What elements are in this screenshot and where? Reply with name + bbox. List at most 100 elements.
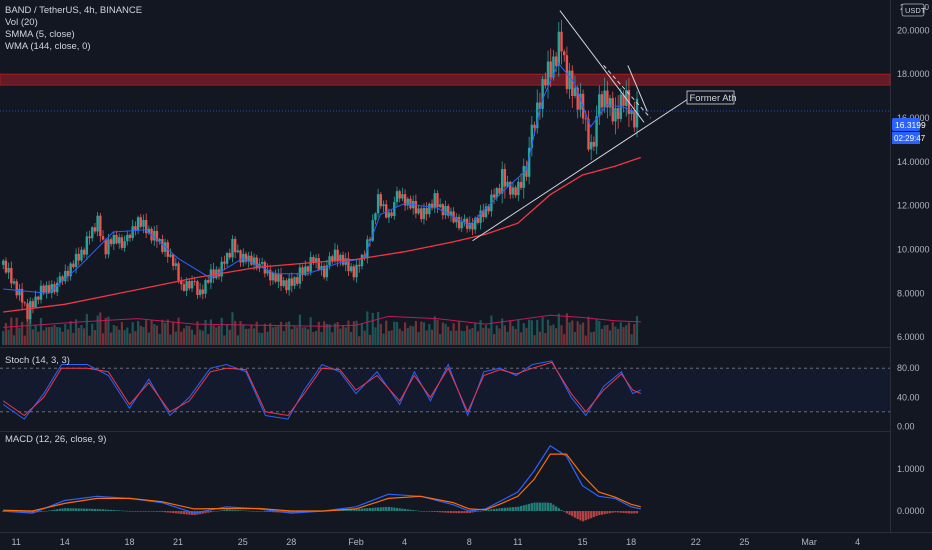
candle-body [608,98,612,108]
annotation-box[interactable] [686,90,735,105]
currency-badge[interactable] [901,3,925,17]
indicator-volume[interactable]: Vol (20) [5,17,38,28]
volume-bar [166,319,169,345]
macd-panel-label[interactable]: MACD (12, 26, close, 9) [5,434,107,445]
volume-bar [608,330,612,345]
macd-histogram-bar [347,509,350,512]
volume-bar [533,335,536,345]
candle-body [99,215,102,237]
volume-bar [390,330,393,345]
volume-bar [339,328,342,345]
candle-body [212,269,215,279]
volume-bar [74,319,78,345]
macd-histogram-bar [587,511,590,520]
macd-histogram-bar [298,511,302,513]
candle-body [517,181,520,196]
macd-histogram-bar [209,511,213,513]
macd-histogram-bar [592,511,595,518]
candle-body [225,253,229,264]
candle-body [285,280,288,291]
macd-histogram-bar [603,511,606,515]
candle-body [533,124,536,129]
time-axis[interactable]: 11 14 18 21 25 28 Feb 4 8 11 15 18 22 25 Mar 4 [12,537,861,547]
indicator-smma[interactable]: SMMA (5, close) [5,29,75,40]
macd-histogram-bar [110,509,113,512]
volume-bar [471,327,474,345]
volume-bar [325,323,328,345]
volume-bar [45,327,48,345]
volume-bar [101,333,105,345]
volume-bar [487,328,490,345]
candle-body [503,169,507,187]
volume-bar [282,331,285,345]
macd-histogram-bar [401,508,404,512]
macd-histogram-bar [139,511,142,512]
macd-histogram-bar [290,511,293,514]
macd-histogram-bar [533,502,536,512]
macd-histogram-bar [522,505,525,512]
macd-histogram-bar [590,511,593,519]
macd-histogram-bar [579,511,582,521]
volume-bar [463,331,466,345]
countdown-value: 02:29:47 [894,134,926,143]
macd-histogram-bar [403,508,407,512]
macd-histogram-bar [201,511,204,514]
volume-bar [385,320,388,345]
candle-body [314,258,318,263]
macd-histogram-bar [514,506,517,512]
volume-bar [536,319,539,345]
symbol-title[interactable]: BAND / TetherUS, 4h, BINANCE [5,5,143,16]
volume-bar [47,327,51,345]
macd-histogram-bar [492,509,496,512]
volume-bar [266,331,269,345]
macd-histogram-bar [91,508,94,512]
macd-histogram-bar [145,511,148,512]
price-axis[interactable]: 20.000018.000016.000014.000012.000010.00… [897,25,930,516]
volume-bar [457,321,461,345]
macd-histogram-bar [296,511,299,513]
volume-bar [174,331,177,345]
candle-body [271,272,275,281]
macd-histogram-bar [344,509,347,512]
stoch-panel-label[interactable]: Stoch (14, 3, 3) [5,355,70,366]
macd-histogram-bar [104,509,107,512]
macd-histogram-bar [85,508,88,512]
candle-body [368,239,372,241]
candle-body [355,264,358,278]
volume-bar [371,312,374,345]
macd-histogram-bar [385,506,388,512]
macd-histogram-bar [358,508,361,512]
volume-bar [377,311,380,345]
macd-histogram-bar [234,509,237,512]
candle-body [123,241,126,248]
candle-body [511,187,515,195]
macd-histogram-bar [530,503,533,512]
candle-body [571,70,574,97]
candle-body [174,263,178,266]
candle-body [115,234,118,244]
candle-body [444,206,447,216]
candle-body [50,284,53,293]
volume-bar [258,332,261,345]
volume-bar [69,321,72,345]
volume-bar [444,323,447,345]
candle-body [546,61,550,86]
volume-bar [150,320,153,345]
volume-bar [468,329,471,345]
volume-bar [250,325,253,345]
annotation-text[interactable]: Former Ath [690,93,737,104]
volume-bar [522,323,525,345]
candle-body [107,239,110,255]
indicator-wma[interactable]: WMA (144, close, 0) [5,41,91,52]
volume-bar [479,320,482,345]
currency-badge-text[interactable]: USDT [905,6,926,15]
macd-histogram-bar [595,511,598,517]
candle-body [88,236,91,239]
macd-histogram-bar [457,511,461,514]
candle-body [72,263,75,268]
candle-body [207,280,210,283]
candle-body [158,239,161,242]
candle-body [247,255,250,262]
time-tick-label: 18 [124,537,134,547]
